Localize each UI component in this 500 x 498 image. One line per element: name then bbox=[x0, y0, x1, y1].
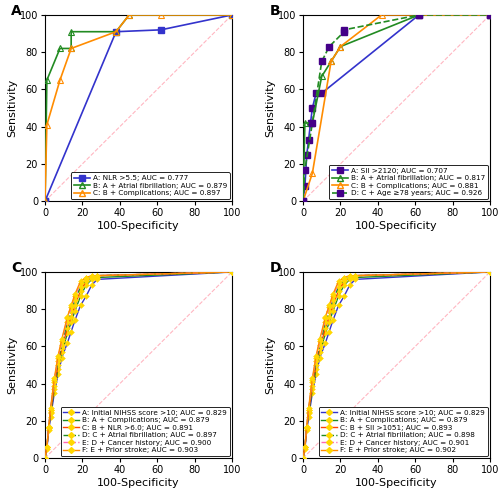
Y-axis label: Sensitivity: Sensitivity bbox=[265, 336, 275, 394]
Text: C: C bbox=[12, 261, 22, 275]
Legend: A: Initial NIHSS score >10; AUC = 0.829, B: A + Complications; AUC = 0.879, C: B: A: Initial NIHSS score >10; AUC = 0.829,… bbox=[318, 407, 488, 456]
Y-axis label: Sensitivity: Sensitivity bbox=[265, 79, 275, 137]
Legend: A: Initial NIHSS score >10; AUC = 0.829, B: A + Complications; AUC = 0.879, C: B: A: Initial NIHSS score >10; AUC = 0.829,… bbox=[60, 407, 230, 456]
Text: B: B bbox=[270, 4, 280, 18]
Y-axis label: Sensitivity: Sensitivity bbox=[7, 79, 17, 137]
Text: A: A bbox=[12, 4, 22, 18]
Legend: A: SII >2120; AUC = 0.707, B: A + Atrial fibrillation; AUC = 0.817, C: B + Compl: A: SII >2120; AUC = 0.707, B: A + Atrial… bbox=[329, 165, 488, 199]
Y-axis label: Sensitivity: Sensitivity bbox=[7, 336, 17, 394]
X-axis label: 100-Specificity: 100-Specificity bbox=[355, 221, 438, 231]
Legend: A: NLR >5.5; AUC = 0.777, B: A + Atrial fibrillation; AUC = 0.879, C: B + Compli: A: NLR >5.5; AUC = 0.777, B: A + Atrial … bbox=[71, 172, 230, 199]
Text: D: D bbox=[270, 261, 281, 275]
X-axis label: 100-Specificity: 100-Specificity bbox=[97, 221, 180, 231]
X-axis label: 100-Specificity: 100-Specificity bbox=[355, 478, 438, 488]
X-axis label: 100-Specificity: 100-Specificity bbox=[97, 478, 180, 488]
